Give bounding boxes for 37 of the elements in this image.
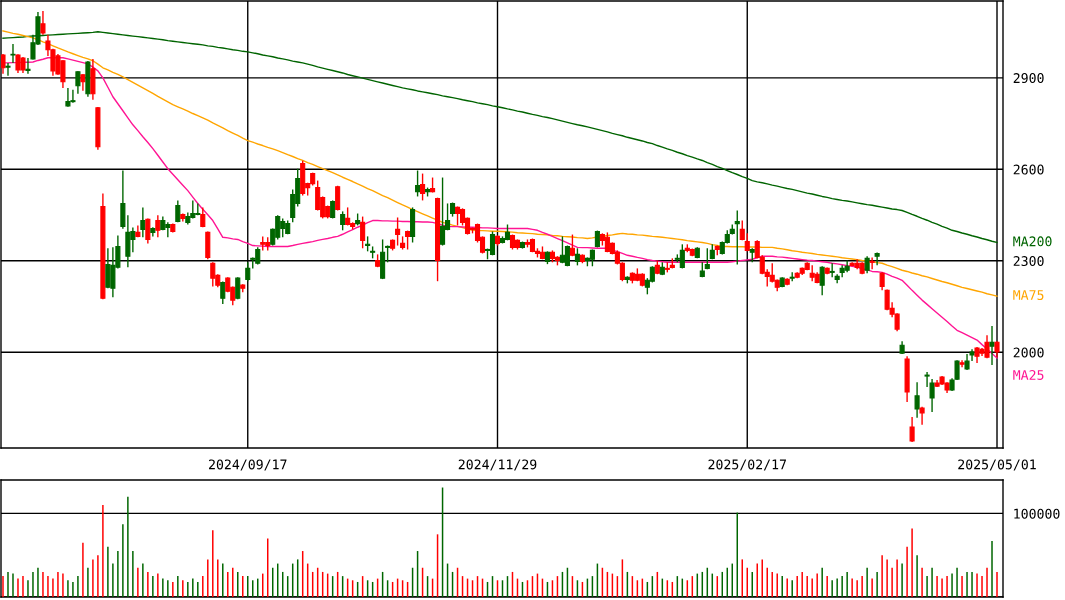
candlestick — [75, 70, 81, 95]
candlestick — [340, 210, 346, 231]
candlestick — [819, 265, 825, 296]
candlestick — [829, 262, 835, 278]
candlestick — [1, 53, 6, 75]
candlestick — [734, 209, 740, 266]
candlestick — [10, 43, 16, 64]
candlestick — [245, 261, 251, 282]
series-label: MA25 — [1013, 369, 1044, 380]
x-tick-label: 2024/09/17 — [209, 459, 287, 471]
candlestick — [909, 416, 915, 443]
candlestick — [679, 243, 685, 270]
candlestick — [360, 215, 366, 249]
x-tick-label: 2025/05/01 — [958, 459, 1036, 471]
y-tick-label: 100000 — [1014, 508, 1060, 519]
y-tick-label: 2000 — [1013, 347, 1044, 358]
y-tick-label: 2900 — [1013, 73, 1044, 84]
y-tick-label: 2600 — [1013, 164, 1044, 175]
candlestick — [395, 216, 401, 247]
candlestick — [914, 381, 920, 419]
candlestick — [989, 325, 995, 366]
candlestick — [420, 172, 426, 202]
candlestick — [210, 261, 216, 288]
candlestick — [5, 62, 11, 77]
candlestick — [155, 214, 161, 239]
candlestick — [415, 169, 421, 198]
candlestick — [140, 206, 146, 239]
y-tick-label: 2300 — [1013, 256, 1044, 267]
series-label: MA200 — [1013, 236, 1052, 247]
candlestick — [145, 217, 151, 245]
candlestick — [869, 256, 875, 271]
candlestick — [440, 176, 446, 247]
x-tick-label: 2025/02/17 — [708, 459, 786, 471]
series-label: MA75 — [1013, 290, 1044, 301]
x-tick-label: 2024/11/29 — [458, 459, 537, 471]
line-series — [2, 30, 998, 297]
candlestick — [40, 10, 46, 36]
